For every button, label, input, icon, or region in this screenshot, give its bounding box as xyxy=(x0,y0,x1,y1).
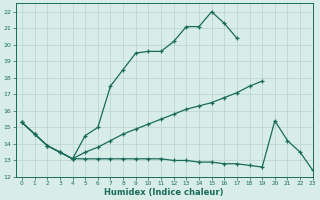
X-axis label: Humidex (Indice chaleur): Humidex (Indice chaleur) xyxy=(104,188,224,197)
